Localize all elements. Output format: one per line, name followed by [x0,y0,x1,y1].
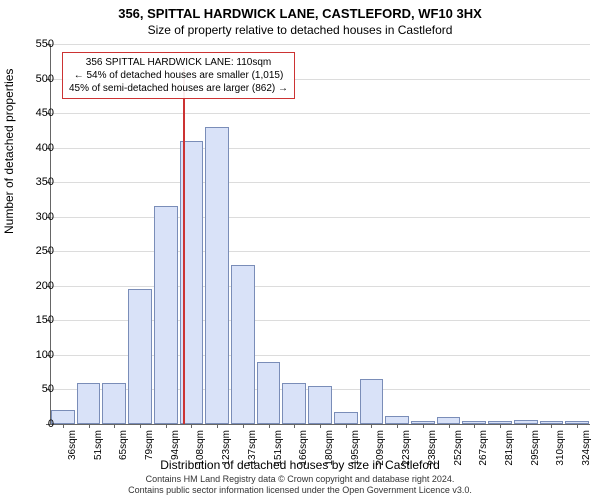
histogram-bar [102,383,126,424]
x-tick-mark [63,424,64,428]
y-tick-label: 450 [14,107,54,119]
x-tick-label: 79sqm [144,430,155,460]
y-tick-label: 250 [14,245,54,257]
histogram-bar [257,362,281,424]
y-tick-label: 200 [14,280,54,292]
x-tick-mark [166,424,167,428]
histogram-bar [231,265,255,424]
x-tick-mark [474,424,475,428]
footer: Contains HM Land Registry data © Crown c… [0,474,600,497]
y-tick-label: 150 [14,314,54,326]
marker-line [183,68,185,424]
histogram-bar [334,412,358,424]
x-tick-mark [114,424,115,428]
footer-line: Contains public sector information licen… [0,485,600,496]
x-tick-label: 36sqm [67,430,78,460]
x-tick-mark [397,424,398,428]
histogram-bar [282,383,306,424]
x-tick-mark [526,424,527,428]
x-tick-mark [577,424,578,428]
y-tick-label: 550 [14,38,54,50]
title-sub: Size of property relative to detached ho… [0,21,600,37]
x-tick-mark [191,424,192,428]
y-tick-label: 50 [14,383,54,395]
x-tick-mark [346,424,347,428]
annotation-box: 356 SPITTAL HARDWICK LANE: 110sqm ← 54% … [62,52,295,99]
footer-line: Contains HM Land Registry data © Crown c… [0,474,600,485]
histogram-bar [51,410,75,424]
title-main: 356, SPITTAL HARDWICK LANE, CASTLEFORD, … [0,0,600,21]
plot-area [50,44,590,424]
histogram-bar [308,386,332,424]
x-tick-label: 51sqm [93,430,104,460]
histogram-bar [154,206,178,424]
x-tick-mark [89,424,90,428]
histogram-bar [128,289,152,424]
annotation-line: 356 SPITTAL HARDWICK LANE: 110sqm [69,56,288,69]
x-tick-mark [243,424,244,428]
bars-layer [50,44,590,424]
annotation-line: 45% of semi-detached houses are larger (… [69,82,288,95]
x-tick-mark [269,424,270,428]
x-tick-mark [449,424,450,428]
y-tick-label: 350 [14,176,54,188]
x-tick-mark [217,424,218,428]
x-tick-label: 94sqm [170,430,181,460]
y-tick-label: 300 [14,211,54,223]
x-tick-label: 65sqm [118,430,129,460]
x-tick-mark [423,424,424,428]
histogram-bar [437,417,461,424]
x-tick-mark [140,424,141,428]
annotation-line: ← 54% of detached houses are smaller (1,… [69,69,288,82]
x-tick-mark [294,424,295,428]
histogram-bar [385,416,409,424]
histogram-bar [77,383,101,424]
y-tick-label: 0 [14,418,54,430]
histogram-bar [205,127,229,424]
histogram-bar [360,379,384,424]
x-tick-mark [371,424,372,428]
y-tick-label: 400 [14,142,54,154]
x-axis-label: Distribution of detached houses by size … [0,458,600,472]
x-tick-mark [500,424,501,428]
y-tick-label: 100 [14,349,54,361]
x-tick-mark [551,424,552,428]
y-tick-label: 500 [14,73,54,85]
x-tick-mark [320,424,321,428]
